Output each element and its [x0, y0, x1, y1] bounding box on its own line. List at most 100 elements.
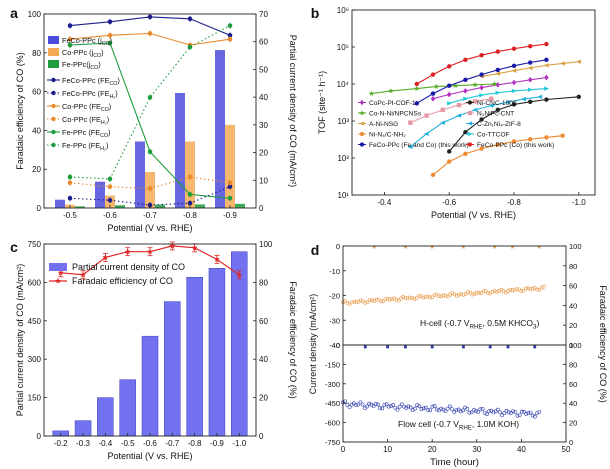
tof-point-5-8 [537, 94, 543, 100]
current-point-1-6 [354, 403, 358, 407]
condition-label-d-1: Flow cell (-0.7 VRHE, 1.0M KOH) [398, 419, 519, 432]
tof-point-6-7 [544, 135, 549, 140]
current-point-0-25 [396, 298, 401, 303]
fe-point-d-1-2 [404, 345, 407, 349]
tof-point-5-4 [472, 107, 478, 113]
current-point-1-84 [524, 412, 529, 416]
tick-label-x-d: 50 [562, 445, 571, 454]
tick-label-left-c: 0 [37, 432, 42, 441]
tick-label-left-d: -150 [325, 360, 340, 369]
tof-point-8-1 [430, 91, 436, 96]
tick-label-left-a: 40 [32, 126, 41, 135]
tof-point-0-2 [463, 88, 468, 94]
tick-label-right-d: 60 [569, 380, 577, 389]
current-point-1-54 [458, 409, 463, 414]
current-point-1-24 [393, 405, 398, 410]
fe-point-3-2 [147, 186, 153, 191]
legend-label-b-8: FeCo-PPc (Fe and Co) (this work) [369, 142, 469, 149]
panel-label-b: b [311, 5, 320, 21]
tick-label-right-a: 0 [259, 204, 264, 213]
tick-label-right-d: 0 [569, 341, 573, 350]
plot-frame-d-1 [342, 344, 567, 443]
tof-point-0-0 [430, 95, 436, 102]
current-point-1-88 [532, 414, 537, 419]
current-point-1-74 [502, 411, 507, 416]
tof-point-1-1 [463, 129, 468, 135]
current-point-0-80 [519, 289, 524, 294]
current-point-0-53 [459, 292, 464, 296]
current-point-1-42 [432, 404, 437, 408]
current-point-0-61 [477, 291, 481, 295]
current-point-1-78 [511, 409, 515, 414]
plot-frame-b [351, 9, 596, 196]
tof-line-8 [416, 59, 547, 104]
tick-label-right-d: 20 [569, 321, 577, 330]
tof-point-2-1 [388, 88, 394, 94]
tick-label-left-b: 10⁴ [337, 80, 350, 89]
fe-point-3-0 [67, 180, 73, 186]
current-point-0-32 [412, 297, 417, 302]
legend-marker-a-2 [51, 103, 56, 109]
fe-point-3-1 [107, 184, 113, 189]
tof-point-2-5 [472, 82, 478, 88]
subscript: RHE [459, 425, 472, 432]
tick-label-left-b: 10¹ [337, 191, 349, 200]
tof-point-5-7 [521, 96, 526, 102]
tick-label-right-d: 20 [569, 419, 577, 428]
fe-point-0-0 [67, 23, 73, 28]
tof-point-3-5 [489, 96, 494, 101]
tick-label-left-d: -10 [329, 267, 340, 276]
fe-point-d-1-3 [430, 345, 434, 349]
current-point-0-37 [423, 295, 428, 299]
fe-point-c-7 [213, 256, 220, 262]
legend-swatch-c [49, 263, 67, 271]
legend-label-c-fe: Faradaic efficiency of CO [72, 276, 173, 286]
fe-point-d-1-1 [386, 345, 389, 349]
current-point-0-36 [421, 295, 426, 300]
fe-point-d-0-2 [430, 244, 435, 249]
current-point-0-4 [350, 300, 354, 305]
legend-label-b-0: CoPc-PI-COF-1 [369, 100, 416, 107]
y-axis-title-right-a: Partial current density of CO (mA/cm²) [288, 35, 298, 188]
current-point-0-21 [387, 297, 392, 302]
label-part: ) [98, 60, 100, 69]
tick-label-x-d: 20 [428, 445, 437, 454]
subscript: CO [93, 53, 101, 59]
tick-label-x-b: -0.4 [378, 198, 392, 207]
tof-point-9-4 [479, 53, 484, 58]
tof-line-9 [416, 43, 547, 85]
tick-label-left-d: -20 [329, 292, 340, 301]
tick-label-left-a: 100 [28, 10, 42, 19]
tof-point-8-2 [447, 83, 452, 88]
y-axis-title-d: Current density (mA/cm²) [308, 294, 318, 395]
current-point-0-38 [425, 294, 430, 299]
current-bar-6 [186, 277, 203, 437]
current-point-0-83 [526, 286, 530, 291]
tof-line-0 [432, 76, 547, 100]
bar-0-4 [215, 50, 225, 209]
current-point-0-87 [535, 287, 539, 292]
tick-label-x-d: 40 [517, 445, 526, 454]
fe-point-c-2 [102, 254, 109, 261]
legend-marker-b-3 [467, 110, 473, 116]
tick-label-right-c: 0 [259, 432, 264, 441]
tick-label-x-d: 10 [383, 445, 392, 454]
legend-marker-b-8 [359, 142, 365, 147]
tof-point-0-1 [447, 91, 452, 98]
tick-label-x-d: 30 [472, 445, 481, 454]
fe-point-d-1-0 [363, 345, 367, 349]
label-part: H-cell (-0.7 V [420, 318, 470, 328]
tof-point-0-7 [544, 74, 549, 81]
fe-point-5-2 [147, 95, 153, 100]
current-point-1-30 [406, 404, 411, 409]
bar-2-3 [195, 204, 205, 208]
current-point-1-66 [485, 412, 489, 416]
tof-point-5-0 [407, 144, 413, 150]
tick-label-x-b: -0.6 [442, 198, 456, 207]
current-point-1-51 [452, 409, 457, 414]
tick-label-right-d: 100 [569, 341, 582, 350]
tof-point-4-5 [559, 61, 565, 66]
current-point-1-39 [426, 408, 430, 412]
current-point-0-69 [494, 289, 499, 294]
